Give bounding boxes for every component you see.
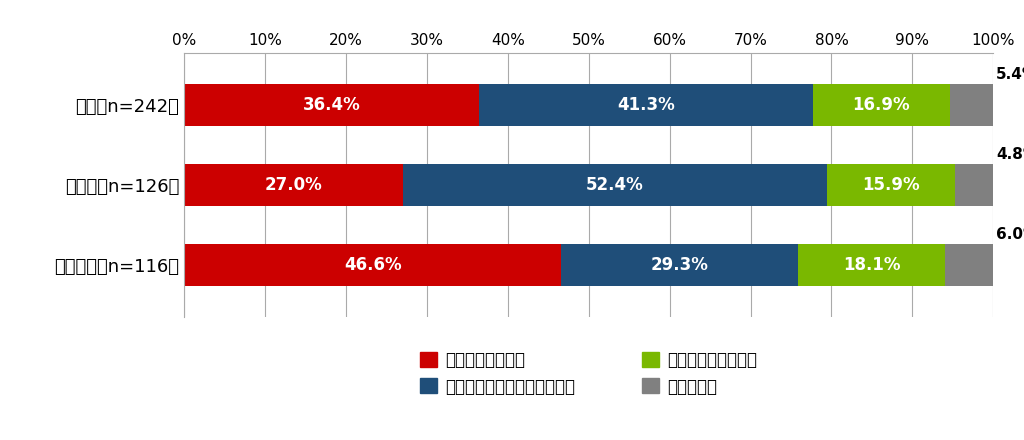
Bar [184,84,479,125]
Bar [813,84,949,125]
Bar [184,164,402,205]
Text: 29.3%: 29.3% [651,256,709,274]
Text: 41.3%: 41.3% [616,96,675,114]
Text: 18.1%: 18.1% [843,256,900,274]
Bar [402,164,826,205]
Bar [561,244,799,286]
Text: 36.4%: 36.4% [303,96,360,114]
Bar [799,244,945,286]
Bar [945,244,993,286]
Text: 4.8%: 4.8% [996,147,1024,162]
Text: 52.4%: 52.4% [586,176,643,194]
Text: 46.6%: 46.6% [344,256,401,274]
Text: 5.4%: 5.4% [995,67,1024,82]
Bar [184,244,561,286]
Text: 27.0%: 27.0% [264,176,323,194]
Bar [826,164,955,205]
Bar [479,84,813,125]
Bar [955,164,994,205]
Text: 6.0%: 6.0% [995,227,1024,242]
Text: 15.9%: 15.9% [862,176,920,194]
Bar [949,84,993,125]
Legend: 現在のままで良い, 見直し・改定する必要がある, どちらともいえない, わからない: 現在のままで良い, 見直し・改定する必要がある, どちらともいえない, わからな… [416,346,762,400]
Text: 16.9%: 16.9% [852,96,910,114]
